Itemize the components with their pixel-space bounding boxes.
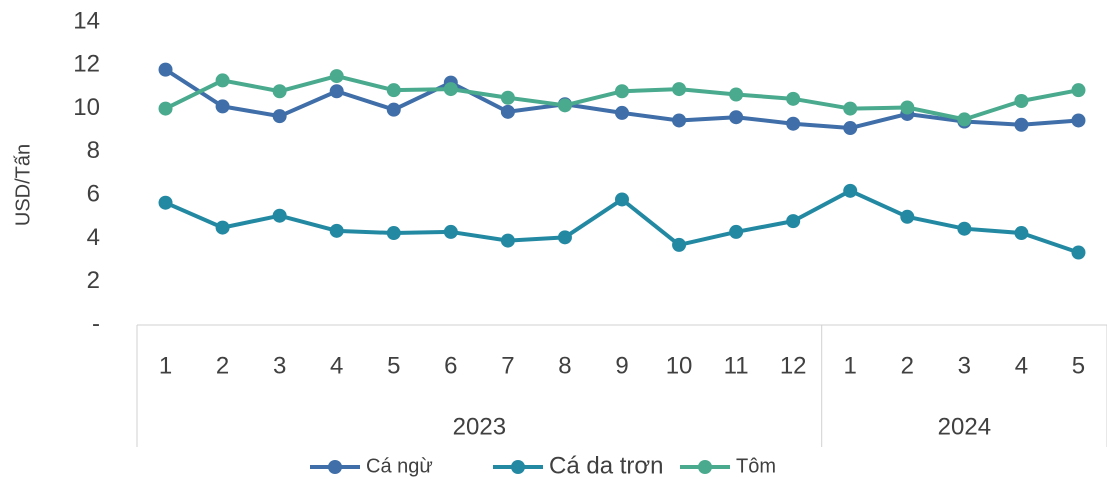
group-label: 2024 (938, 413, 991, 440)
y-axis-label: USD/Tấn (12, 144, 34, 226)
data-point (1014, 226, 1029, 241)
x-tick-label: 5 (1072, 352, 1085, 379)
data-point (615, 84, 629, 99)
legend-label: Cá da trơn (549, 452, 663, 479)
data-point (900, 209, 915, 224)
x-tick-label: 2 (216, 352, 229, 379)
data-point (729, 224, 744, 239)
data-point (443, 82, 458, 97)
y-tick-label: 2 (87, 267, 100, 294)
data-point (1014, 117, 1029, 132)
data-point (158, 101, 173, 116)
group-label: 2023 (453, 413, 506, 440)
legend-label: Tôm (736, 455, 776, 477)
data-point (843, 183, 858, 198)
y-tick-label: 14 (73, 7, 100, 34)
data-point (272, 84, 287, 99)
data-point (557, 230, 572, 245)
x-tick-label: 3 (273, 352, 286, 379)
data-point (672, 113, 687, 128)
data-point (386, 226, 401, 241)
data-point (786, 116, 801, 131)
x-tick-label: 8 (558, 352, 571, 379)
data-point (215, 99, 230, 114)
data-point (1014, 93, 1029, 108)
x-tick-label: 9 (615, 352, 628, 379)
data-point (500, 233, 515, 248)
x-tick-label: 11 (724, 352, 749, 379)
x-tick-label: 6 (444, 352, 457, 379)
data-point (329, 69, 344, 84)
x-tick-label: 12 (780, 352, 807, 379)
y-tick-label: 10 (73, 94, 100, 121)
y-tick-label: - (92, 310, 100, 337)
x-tick-label: 2 (901, 352, 914, 379)
data-point (329, 84, 344, 99)
data-point (1071, 83, 1086, 98)
x-tick-label: 10 (666, 352, 693, 379)
data-point (386, 83, 401, 98)
data-point (386, 102, 401, 117)
data-point (1071, 113, 1086, 128)
data-point (329, 223, 344, 238)
data-point (729, 110, 744, 125)
data-point (786, 214, 801, 229)
x-tick-label: 1 (844, 352, 857, 379)
data-point (957, 221, 972, 236)
data-point (900, 100, 915, 115)
x-tick-label: 1 (159, 352, 172, 379)
y-tick-label: 4 (87, 224, 100, 251)
data-point (729, 87, 744, 102)
data-point (443, 224, 458, 239)
data-point (215, 73, 230, 88)
data-point (215, 220, 230, 235)
data-point (672, 237, 687, 252)
x-tick-label: 4 (1015, 352, 1028, 379)
legend-marker (328, 460, 342, 474)
x-tick-label: 7 (501, 352, 514, 379)
data-point (158, 62, 173, 77)
data-point (615, 105, 629, 120)
x-tick-label: 4 (330, 352, 343, 379)
x-tick-label: 5 (387, 352, 400, 379)
data-point (500, 90, 515, 105)
legend-marker (511, 460, 525, 474)
data-point (158, 195, 173, 210)
legend-label: Cá ngừ (366, 455, 433, 477)
y-tick-label: 12 (73, 51, 100, 78)
data-point (786, 91, 801, 106)
x-tick-label: 3 (958, 352, 971, 379)
y-tick-label: 6 (87, 180, 100, 207)
data-point (500, 104, 515, 119)
data-point (843, 101, 858, 116)
data-point (557, 98, 572, 113)
data-point (672, 82, 687, 97)
data-point (272, 208, 287, 223)
data-point (615, 192, 629, 207)
data-point (272, 109, 287, 124)
y-tick-label: 8 (87, 137, 100, 164)
data-point (957, 112, 972, 127)
data-point (843, 121, 858, 136)
legend-marker (698, 460, 712, 474)
data-point (1071, 245, 1086, 260)
